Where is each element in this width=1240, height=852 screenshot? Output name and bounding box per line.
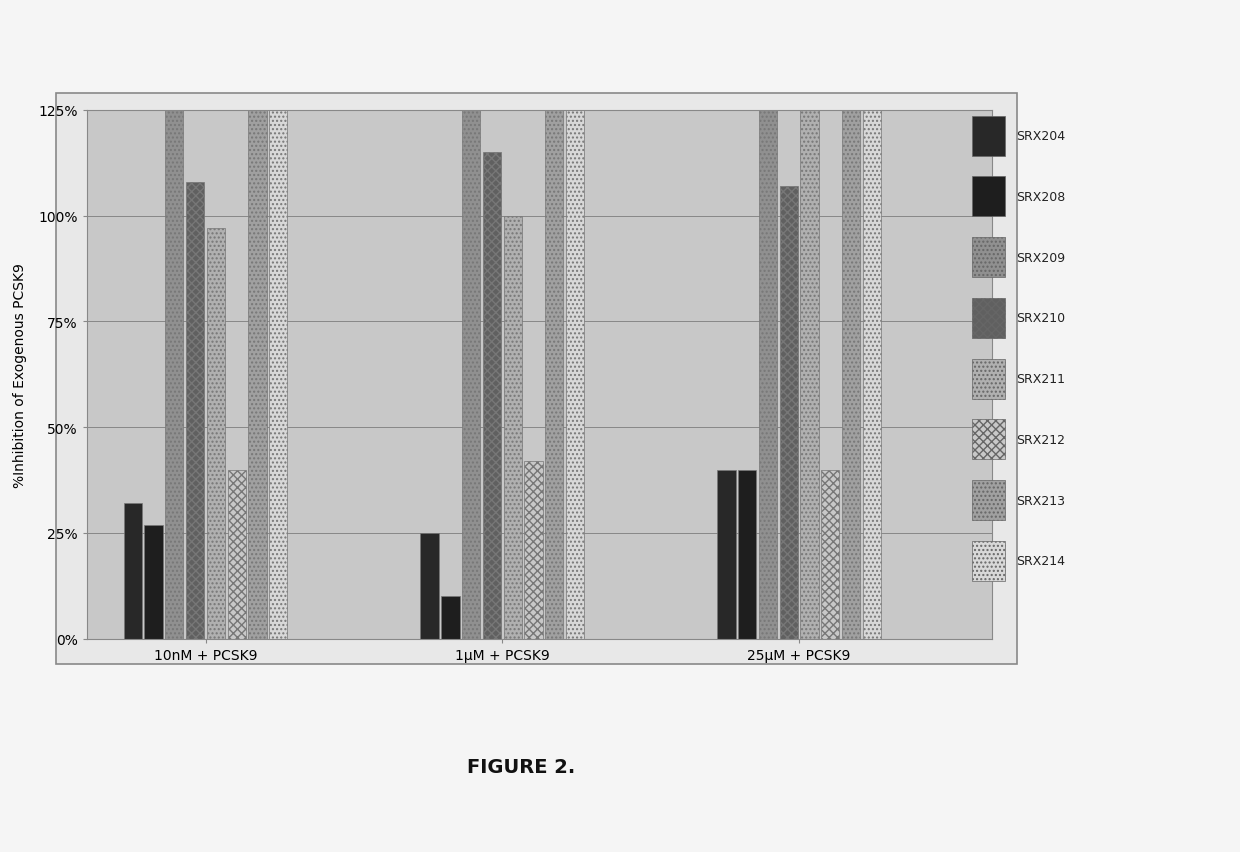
Bar (420, 533, 439, 639)
Text: SRX211: SRX211 (1017, 372, 1065, 386)
Bar (759, 111, 777, 639)
Bar (842, 111, 861, 639)
Text: FIGURE 2.: FIGURE 2. (466, 757, 575, 776)
Bar (972, 117, 1006, 157)
Bar (972, 360, 1006, 399)
Bar (269, 111, 288, 639)
Bar (165, 111, 184, 639)
Bar (546, 111, 563, 639)
Bar (441, 596, 460, 639)
Bar (780, 187, 797, 639)
Bar (227, 470, 246, 639)
Text: SRX214: SRX214 (1017, 555, 1065, 567)
Bar (482, 153, 501, 639)
Bar (738, 470, 756, 639)
Bar (565, 111, 584, 639)
Bar (863, 111, 880, 639)
Bar (972, 481, 1006, 521)
Bar (248, 111, 267, 639)
Y-axis label: %Inhibition of Exogenous PCSK9: %Inhibition of Exogenous PCSK9 (14, 262, 27, 487)
Bar (525, 462, 543, 639)
Text: SRX208: SRX208 (1017, 191, 1065, 204)
Text: SRX213: SRX213 (1017, 494, 1065, 507)
Bar (800, 111, 818, 639)
Bar (972, 298, 1006, 338)
Bar (463, 111, 480, 639)
Bar (972, 420, 1006, 460)
Text: SRX210: SRX210 (1017, 312, 1065, 325)
Bar (717, 470, 735, 639)
Bar (821, 470, 839, 639)
Text: SRX209: SRX209 (1017, 251, 1065, 264)
Bar (972, 177, 1006, 217)
Bar (124, 504, 141, 639)
Bar (144, 525, 162, 639)
Bar (972, 238, 1006, 278)
Bar (186, 182, 205, 639)
Bar (972, 541, 1006, 581)
Text: SRX212: SRX212 (1017, 434, 1065, 446)
Bar (503, 216, 522, 639)
Bar (207, 229, 224, 639)
Text: SRX204: SRX204 (1017, 130, 1065, 143)
